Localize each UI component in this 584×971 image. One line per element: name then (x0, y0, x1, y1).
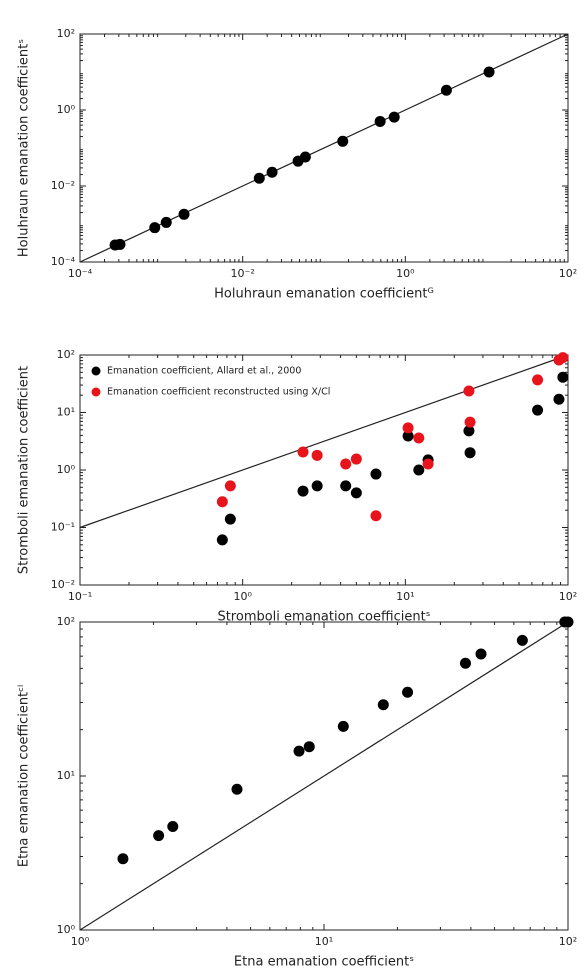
x-tick-label: 10⁰ (396, 267, 415, 280)
x-tick-label: 10² (559, 935, 577, 948)
point (266, 166, 278, 178)
point (303, 741, 315, 753)
point (216, 496, 228, 508)
point (299, 151, 311, 163)
x-axis-label: Etna emanation coefficientˢ (234, 955, 414, 968)
legend-label: Emanation coefficient reconstructed usin… (107, 387, 330, 398)
legend-label: Emanation coefficient, Allard et al., 20… (107, 366, 301, 377)
point (388, 111, 400, 123)
point (557, 352, 569, 364)
point (350, 453, 362, 465)
y-tick-label: 10⁰ (57, 103, 76, 116)
point (374, 115, 386, 127)
point (297, 446, 309, 458)
x-tick-label: 10⁻⁴ (68, 267, 93, 280)
legend-marker (91, 366, 101, 376)
y-tick-label: 10⁻¹ (51, 521, 75, 534)
x-tick-label: 10⁰ (233, 590, 252, 603)
y-tick-label: 10² (57, 27, 75, 40)
point (422, 458, 434, 470)
point (231, 783, 243, 795)
identity-line (79, 354, 569, 529)
x-tick-label: 10⁻¹ (68, 590, 92, 603)
point (459, 657, 471, 669)
point (337, 135, 349, 147)
point (463, 385, 475, 397)
point (340, 458, 352, 470)
y-axis-label: Stromboli emanation coefficient (17, 366, 32, 574)
point (153, 830, 165, 842)
y-tick-label: 10⁻⁴ (51, 255, 76, 268)
point (377, 699, 389, 711)
point (440, 84, 452, 96)
y-tick-label: 10⁻² (51, 179, 75, 192)
point (402, 430, 414, 442)
y-tick-label: 10¹ (57, 769, 75, 782)
point (224, 513, 236, 525)
y-tick-label: 10² (57, 615, 75, 628)
point (532, 374, 544, 386)
y-tick-label: 10⁰ (57, 923, 76, 936)
point (216, 534, 228, 546)
x-axis-label: Stromboli emanation coefficientˢ (217, 610, 430, 625)
point (311, 449, 323, 461)
point (483, 66, 495, 78)
point (224, 480, 236, 492)
x-tick-label: 10¹ (315, 935, 333, 948)
point (370, 468, 382, 480)
y-tick-label: 10⁻² (51, 578, 75, 591)
point (464, 416, 476, 428)
point (370, 510, 382, 522)
y-tick-label: 10¹ (57, 406, 75, 419)
x-tick-label: 10⁰ (71, 935, 90, 948)
subplot: 10⁰ 10¹ 10² 10⁰ 10¹ 10² Etna emanation coeffic… (17, 615, 578, 970)
point (337, 720, 349, 732)
point (297, 485, 309, 497)
legend-marker (91, 387, 101, 397)
plot-area (79, 354, 569, 586)
point (464, 447, 476, 459)
x-axis-label: Holuhraun emanation coefficientᴳ (214, 287, 434, 302)
point (340, 480, 352, 492)
point (413, 432, 425, 444)
point (516, 634, 528, 646)
point (293, 745, 305, 757)
y-tick-label: 10² (57, 348, 75, 361)
point (475, 648, 487, 660)
point (402, 686, 414, 698)
point (463, 425, 475, 437)
point (562, 616, 574, 628)
x-tick-label: 10² (559, 267, 577, 280)
y-axis-label: Holuhraun emanation coefficientˢ (17, 39, 32, 257)
point (114, 238, 126, 250)
x-tick-label: 10² (559, 590, 577, 603)
point (553, 393, 565, 405)
x-tick-label: 10⁻² (231, 267, 255, 280)
point (160, 216, 172, 228)
x-tick-label: 10¹ (396, 590, 414, 603)
subplot: 10⁻⁴ 10⁻² 10⁰ 10² 10⁻⁴ 10⁻² 10⁰ 10² Holuhraun em… (17, 27, 578, 302)
point (311, 480, 323, 492)
point (253, 172, 265, 184)
point (413, 464, 425, 476)
point (350, 487, 362, 499)
point (557, 371, 569, 383)
subplot: 10⁻¹ 10⁰ 10¹ 10²10⁻²10⁻¹10⁰10¹10²Stromboli … (17, 348, 578, 625)
y-tick-label: 10⁰ (57, 463, 76, 476)
point (149, 222, 161, 234)
point (532, 404, 544, 416)
point (402, 422, 414, 434)
identity-line (79, 621, 569, 931)
y-axis-label: Etna emanation coefficientᶜˡ (17, 685, 32, 867)
point (117, 853, 129, 865)
point (167, 820, 179, 832)
point (178, 208, 190, 220)
